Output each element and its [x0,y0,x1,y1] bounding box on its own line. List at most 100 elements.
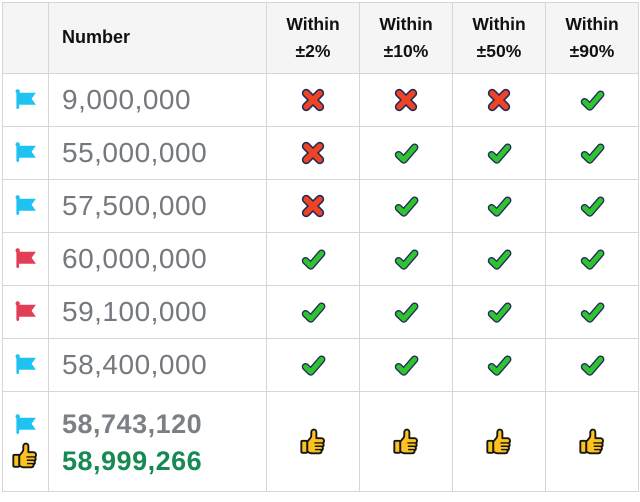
result-cell [359,338,453,392]
result-cell [266,126,360,180]
check-icon [394,247,419,272]
summary-result-cell [266,391,360,492]
flag-cyan-icon [14,353,38,377]
within-2-column-header: Within ±2% [266,2,360,74]
check-icon [487,353,512,378]
table-row: 9,000,000 [2,73,639,127]
cross-icon [300,87,326,113]
result-cell [266,73,360,127]
check-icon [394,300,419,325]
check-icon [580,300,605,325]
summary-result-cell [545,391,639,492]
summary-result-cell [452,391,546,492]
flag-cell [2,126,49,180]
number-cell: 58,400,000 [48,338,267,392]
results-table: Number Within ±2% Within ±10% Within ±50… [2,2,639,492]
table-row: 59,100,000 [2,285,639,339]
result-cell [545,285,639,339]
result-cell [359,179,453,233]
header-line: ±2% [295,41,331,61]
check-icon [301,247,326,272]
check-icon [580,353,605,378]
check-icon [394,141,419,166]
table-row: 60,000,000 [2,232,639,286]
flag-cell [2,285,49,339]
flag-cyan-icon [14,413,38,437]
header-line: Within [565,13,619,34]
result-cell [545,232,639,286]
check-icon [487,141,512,166]
check-icon [580,88,605,113]
thumbs-up-icon [298,426,329,457]
flag-cell [2,338,49,392]
summary-flag-cell [2,391,49,492]
number-cell: 55,000,000 [48,126,267,180]
number-cell: 57,500,000 [48,179,267,233]
number-cell: 60,000,000 [48,232,267,286]
check-icon [301,353,326,378]
flag-cell [2,73,49,127]
header-line: Within [472,13,526,34]
result-cell [545,179,639,233]
result-cell [545,338,639,392]
cross-icon [486,87,512,113]
check-icon [301,300,326,325]
flag-cyan-icon [14,141,38,165]
flag-red-icon [14,247,38,271]
result-cell [266,338,360,392]
result-cell [359,285,453,339]
table-row: 58,400,000 [2,338,639,392]
result-cell [452,338,546,392]
result-cell [266,285,360,339]
flag-red-icon [14,300,38,324]
flag-cyan-icon [14,88,38,112]
check-icon [580,141,605,166]
header-line: ±90% [569,41,615,61]
number-cell: 9,000,000 [48,73,267,127]
check-icon [487,194,512,219]
result-cell [359,126,453,180]
summary-number-cell: 58,743,120 58,999,266 [48,391,267,492]
check-icon [394,353,419,378]
result-cell [452,232,546,286]
header-line: ±50% [476,41,522,61]
result-cell [452,179,546,233]
header-line: Within [286,13,340,34]
result-cell [452,73,546,127]
flag-cyan-icon [14,194,38,218]
guess-number: 58,743,120 [62,408,203,439]
within-90-column-header: Within ±90% [545,2,639,74]
result-cell [359,232,453,286]
result-cell [266,232,360,286]
result-cell [545,126,639,180]
summary-result-cell [359,391,453,492]
header-line: ±10% [383,41,429,61]
check-icon [580,247,605,272]
header-row: Number Within ±2% Within ±10% Within ±50… [2,2,639,74]
thumbs-up-icon [484,426,515,457]
result-cell [359,73,453,127]
table-row: 57,500,000 [2,179,639,233]
within-10-column-header: Within ±10% [359,2,453,74]
cross-icon [300,140,326,166]
cross-icon [300,193,326,219]
check-icon [487,300,512,325]
result-cell [452,285,546,339]
flag-column-header [2,2,49,74]
within-50-column-header: Within ±50% [452,2,546,74]
number-column-header: Number [48,2,267,74]
cross-icon [393,87,419,113]
header-line: Within [379,13,433,34]
check-icon [580,194,605,219]
flag-cell [2,232,49,286]
summary-row: 58,743,120 58,999,266 [2,391,639,492]
actual-number: 58,999,266 [62,445,203,476]
check-icon [394,194,419,219]
thumbs-up-icon [577,426,608,457]
table-row: 55,000,000 [2,126,639,180]
thumbs-up-icon [391,426,422,457]
flag-cell [2,179,49,233]
result-cell [545,73,639,127]
result-cell [452,126,546,180]
thumbs-up-icon [10,440,41,471]
